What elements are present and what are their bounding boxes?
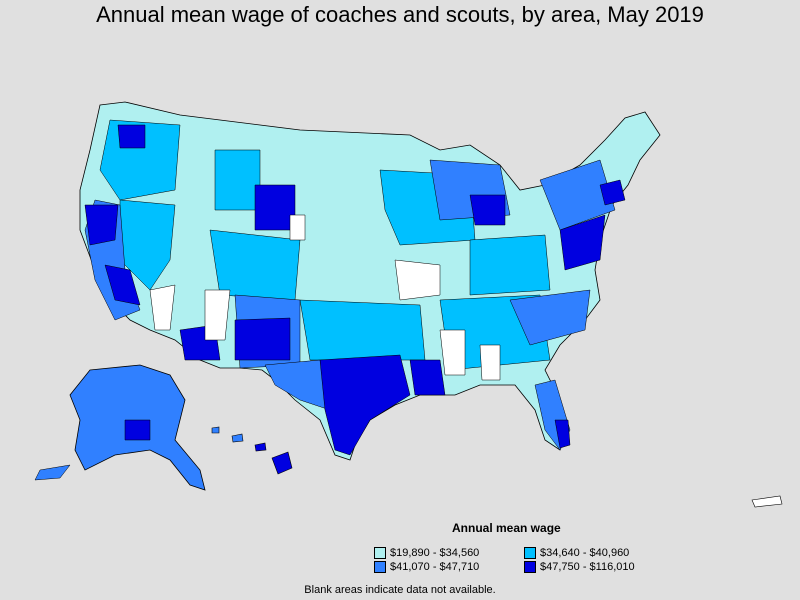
legend-swatch-1	[374, 547, 386, 559]
region-east-texas	[319, 354, 411, 456]
map-title: Annual mean wage of coaches and scouts, …	[96, 2, 704, 27]
region-mid-atlantic	[559, 214, 606, 271]
region-michigan	[469, 194, 506, 226]
legend-item-2: $34,640 - $40,960	[524, 547, 629, 559]
region-new-mexico-central	[234, 317, 291, 361]
hawaii-oahu	[231, 433, 244, 443]
legend-label-2: $34,640 - $40,960	[540, 547, 630, 559]
no-data-note: Blank areas indicate data not available.	[304, 584, 496, 596]
no-data-nevada-south	[149, 284, 176, 331]
region-wyoming	[214, 149, 261, 211]
region-seattle	[117, 124, 146, 149]
region-louisiana	[409, 359, 446, 396]
alaska-anchorage	[124, 419, 151, 441]
hawaii-maui	[254, 442, 267, 452]
legend-item-1: $19,890 - $34,560	[374, 547, 479, 559]
legend-item-4: $47,750 - $116,010	[524, 561, 635, 573]
region-northeast	[539, 159, 616, 231]
region-south-florida	[554, 419, 571, 449]
legend-swatch-3	[374, 561, 386, 573]
hawaii-big-island	[271, 451, 293, 475]
legend-swatch-4	[524, 561, 536, 573]
region-colorado	[209, 229, 301, 301]
hawaii-kauai	[211, 426, 220, 434]
no-data-kansas	[289, 214, 306, 241]
no-data-arizona-west	[204, 289, 231, 341]
region-wyoming-east	[254, 184, 296, 231]
legend-label-3: $41,070 - $47,710	[390, 561, 480, 573]
legend-swatch-2	[524, 547, 536, 559]
region-ohio-valley	[469, 234, 551, 296]
puerto-rico	[751, 495, 783, 508]
aleutian-islands	[34, 464, 71, 481]
region-southern-california	[104, 264, 141, 306]
region-south-central	[299, 299, 426, 361]
legend-title: Annual mean wage	[452, 521, 561, 535]
region-west-texas	[264, 359, 331, 411]
no-data-mississippi	[439, 329, 466, 376]
legend-label-4: $47,750 - $116,010	[540, 561, 635, 573]
region-bay-area	[84, 204, 119, 246]
no-data-alabama	[479, 344, 501, 381]
region-boston	[599, 179, 626, 206]
legend-item-3: $41,070 - $47,710	[374, 561, 479, 573]
legend-label-1: $19,890 - $34,560	[390, 547, 480, 559]
region-carolinas	[509, 289, 591, 346]
no-data-missouri	[394, 259, 441, 301]
